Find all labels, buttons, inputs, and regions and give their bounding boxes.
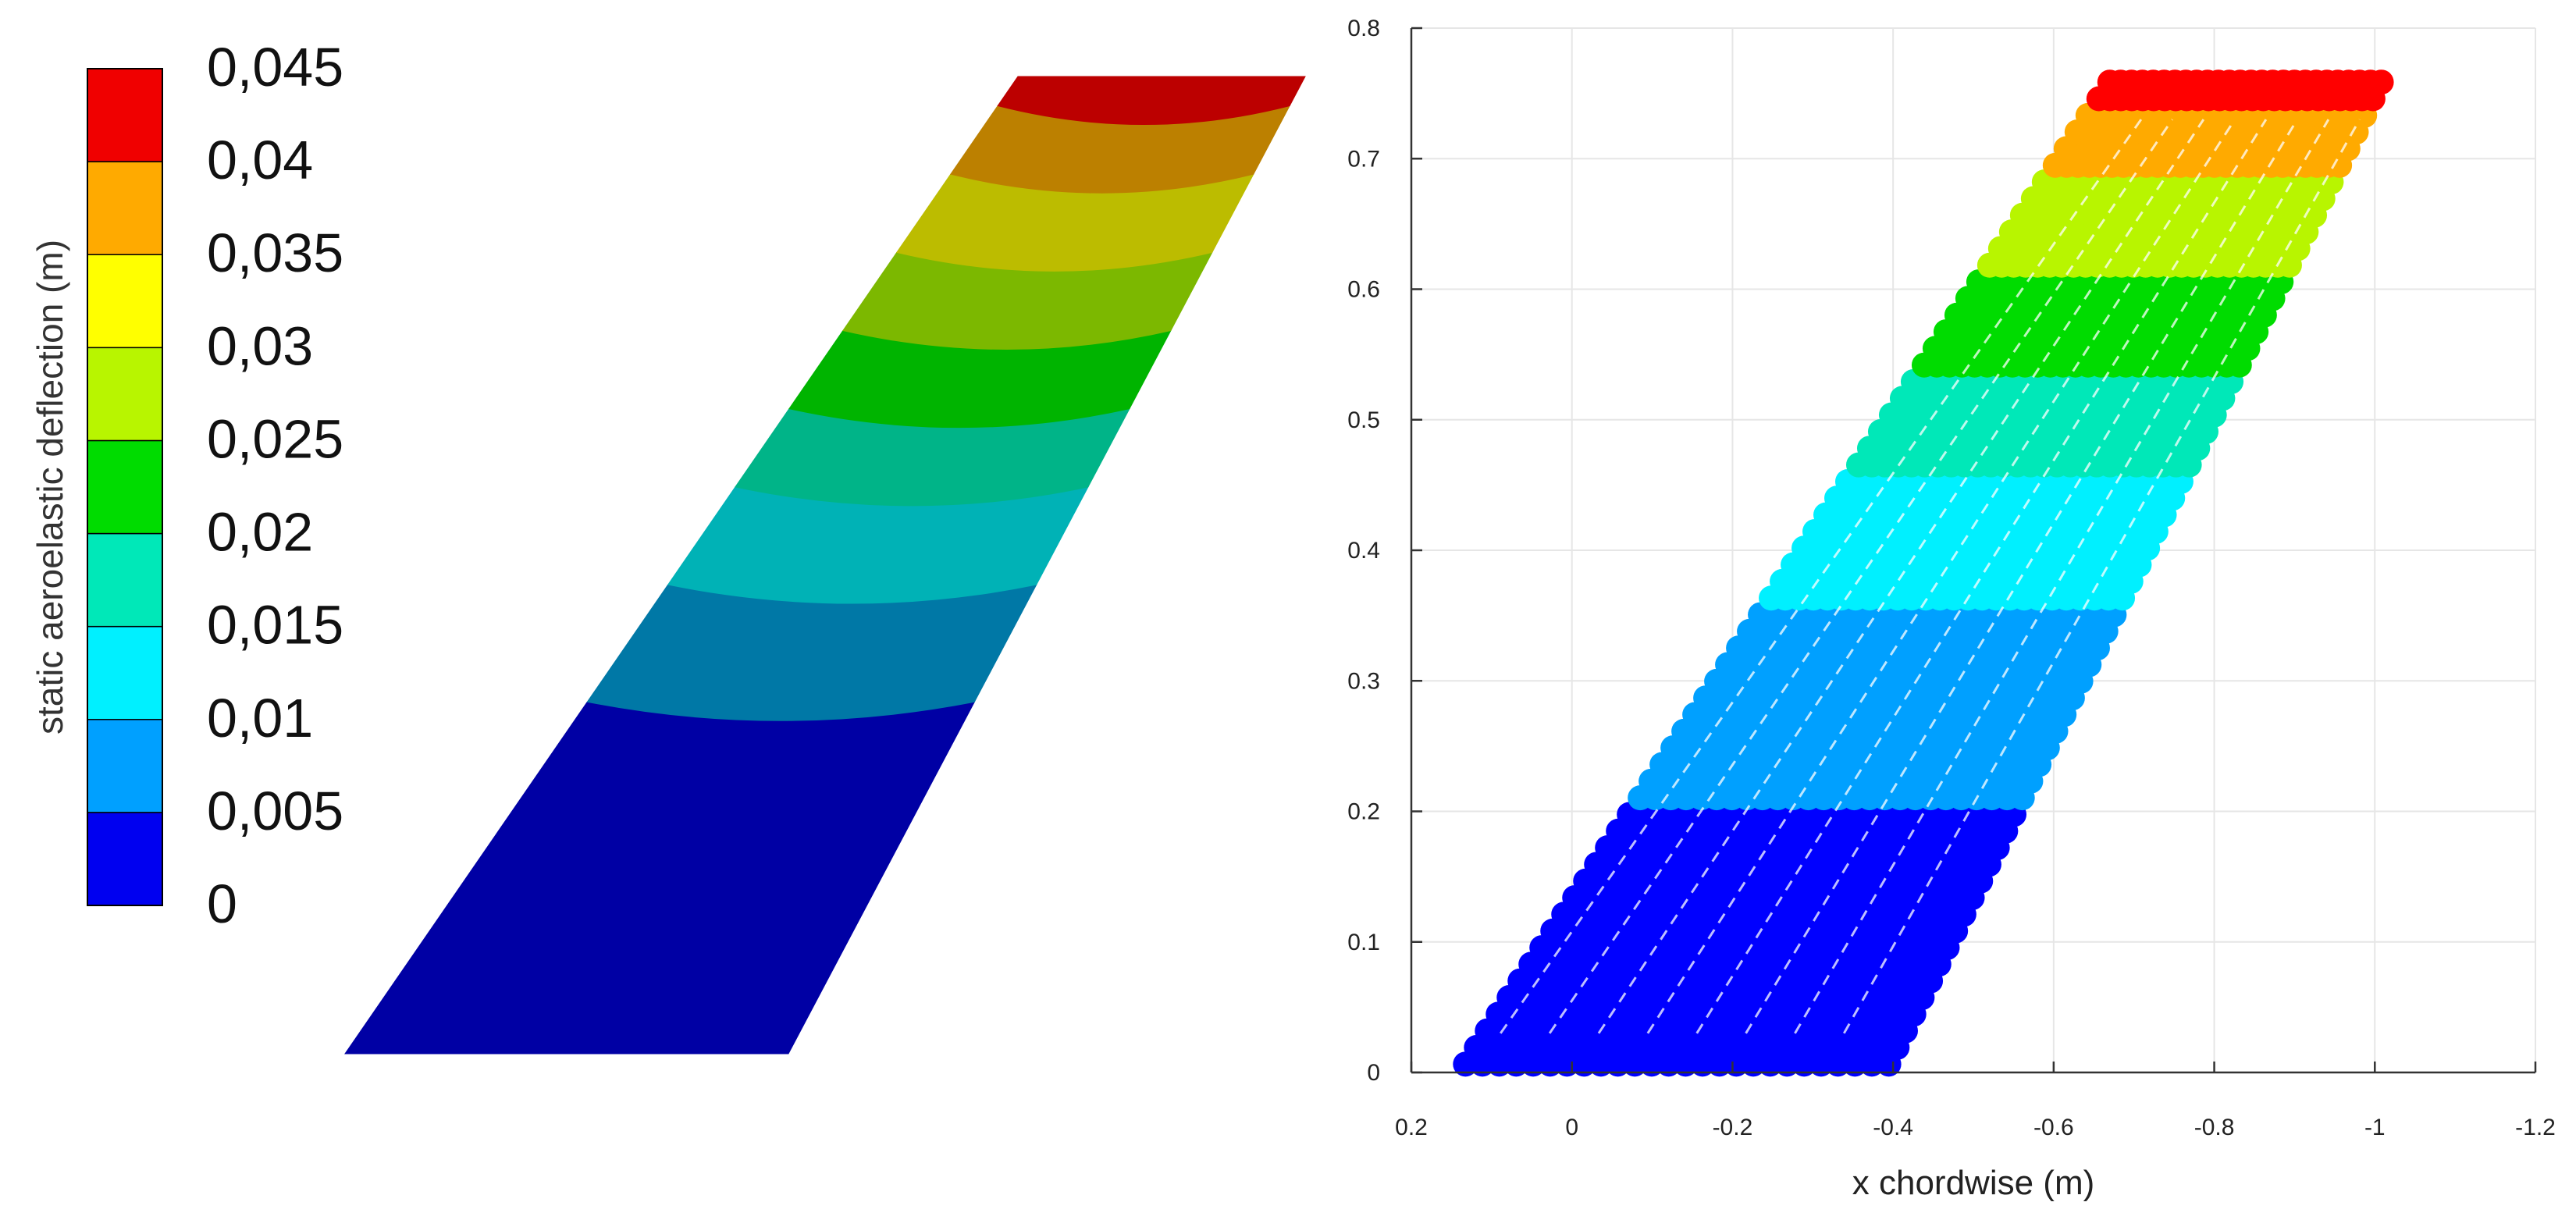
scatter-plot-panel: 0.2 0 -0.2 -0.4 -0.6 -0.8 -1 -1.2 0 0.1 0.2 0.3 0.4 0… — [1347, 16, 2556, 1202]
y-tick-label: 0.5 — [1347, 407, 1380, 433]
colorbar-tick-label: 0,015 — [207, 595, 343, 656]
mesh-gap-line — [1646, 119, 2236, 1034]
colorbar-tick-label: 0,03 — [207, 315, 313, 376]
mesh-gap-line — [1842, 119, 2361, 1034]
y-tick-label: 0.1 — [1347, 930, 1380, 955]
x-tick-label: -0.8 — [2194, 1115, 2235, 1140]
mesh-gap-line — [1745, 119, 2299, 1034]
colorbar-segment — [87, 161, 163, 255]
x-axis-label: x chordwise (m) — [1852, 1164, 2095, 1202]
colorbar-tick-label: 0 — [207, 873, 237, 934]
x-tick-label: -0.4 — [1873, 1115, 1913, 1140]
colorbar-segment — [87, 812, 163, 906]
x-tick-label: 0 — [1565, 1115, 1578, 1140]
y-tick-label: 0.2 — [1347, 799, 1380, 825]
y-tick-label: 0.7 — [1347, 146, 1380, 172]
x-tick-label: -1 — [2364, 1115, 2386, 1140]
contour-band — [586, 584, 1037, 721]
scatter-point — [2368, 69, 2394, 95]
mesh-gap-line — [1548, 119, 2174, 1034]
colorbar-tick-label: 0,01 — [207, 688, 313, 749]
deflection-contour-panel: 0,045 0,04 0,035 0,03 0,025 0,02 0,015 0,01 0,00… — [30, 37, 1306, 1055]
y-tick-label: 0.6 — [1347, 277, 1380, 303]
colorbar-tick-label: 0,04 — [207, 130, 313, 190]
y-tick-label: 0.3 — [1347, 668, 1380, 694]
x-tick-label: 0.2 — [1395, 1115, 1428, 1140]
x-tick-label: -0.2 — [1713, 1115, 1753, 1140]
x-tick-label: -0.6 — [2033, 1115, 2074, 1140]
y-tick-label: 0 — [1367, 1060, 1380, 1086]
y-tick-label: 0.8 — [1347, 16, 1380, 41]
colorbar-frame — [87, 68, 163, 906]
colorbar-label: static aeroelastic deflection (m) — [30, 240, 70, 734]
colorbar-segment — [87, 68, 163, 162]
mesh-gap-line — [1695, 119, 2268, 1034]
contour-band — [997, 76, 1306, 126]
colorbar-segment — [87, 625, 163, 720]
colorbar-segment — [87, 254, 163, 349]
colorbar-segment — [87, 719, 163, 813]
colorbar-tick-label: 0,005 — [207, 781, 343, 841]
colorbar-tick-label: 0,045 — [207, 37, 343, 98]
colorbar-tick-label: 0,02 — [207, 502, 313, 563]
colorbar-tick-label: 0,025 — [207, 408, 343, 469]
x-tick-label: -1.2 — [2515, 1115, 2556, 1140]
colorbar-segment — [87, 439, 163, 535]
colorbar-segment — [87, 347, 163, 442]
contour-band — [344, 701, 976, 1055]
mesh-gap-line — [1597, 119, 2205, 1034]
y-tick-label: 0.4 — [1347, 538, 1380, 564]
colorbar-segment — [87, 532, 163, 628]
mesh-gap-line — [1794, 119, 2330, 1034]
colorbar-tick-label: 0,035 — [207, 222, 343, 283]
